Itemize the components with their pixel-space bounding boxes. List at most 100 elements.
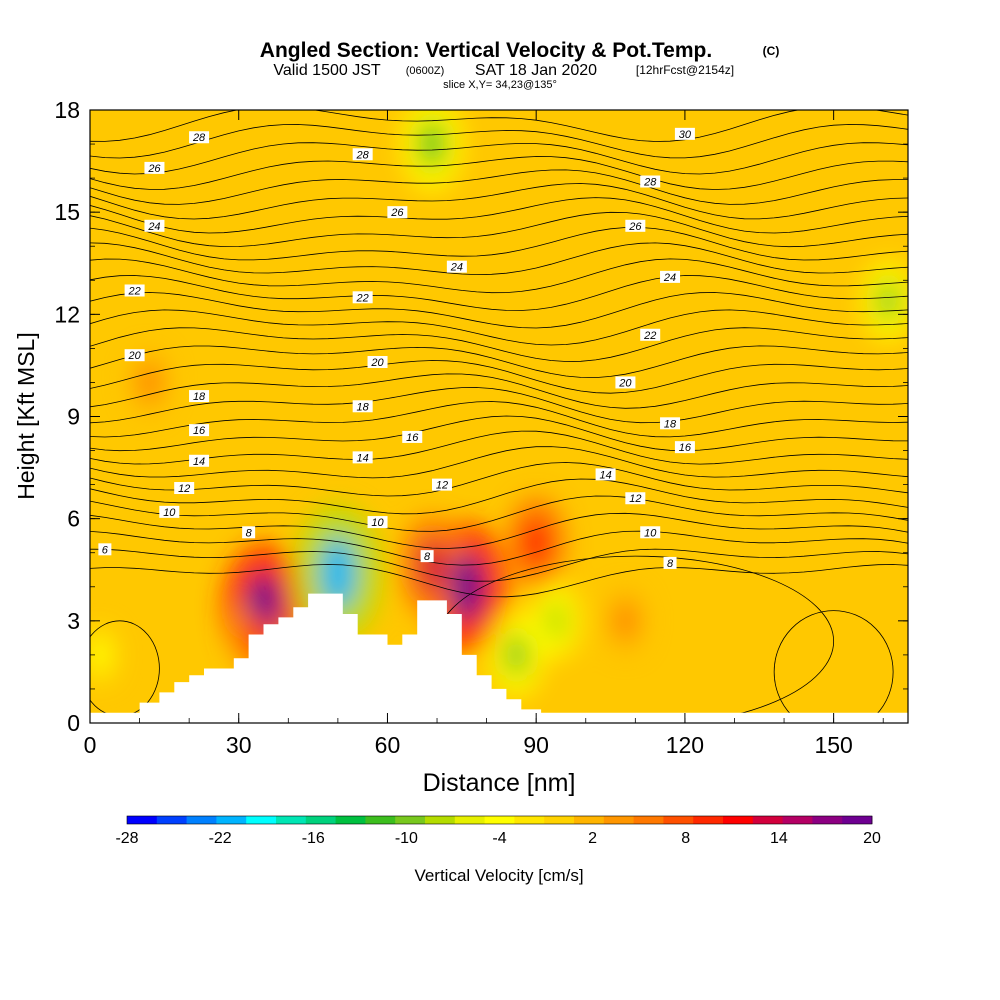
chart-title: Angled Section: Vertical Velocity & Pot.… xyxy=(260,39,712,62)
y-tick-label: 9 xyxy=(67,404,80,430)
colorbar-swatch xyxy=(246,816,277,824)
isotherm-label-bg xyxy=(625,219,646,232)
isotherm-label-text: 8 xyxy=(667,558,674,570)
isotherm-line xyxy=(90,530,908,566)
isotherm-label: 14 xyxy=(352,451,373,464)
colorbar-swatch xyxy=(127,816,158,824)
isotherm-closed-contour xyxy=(773,610,894,723)
isotherm-line xyxy=(90,387,908,424)
isotherm-label-text: 24 xyxy=(450,262,463,274)
isotherm-label: 28 xyxy=(352,148,373,161)
isotherm-label-bg xyxy=(124,284,145,297)
isotherm-line xyxy=(90,183,908,220)
isotherm-label-bg xyxy=(674,441,695,454)
y-tick-label: 18 xyxy=(54,97,80,123)
isotherm-label-bg xyxy=(352,400,373,413)
isotherm-label-bg xyxy=(446,260,467,273)
isotherm-line xyxy=(90,211,908,248)
isotherm-line xyxy=(90,309,908,346)
colorbar-swatch xyxy=(276,816,307,824)
y-tick-label: 3 xyxy=(67,608,80,634)
colorbar-swatch xyxy=(842,816,873,824)
isotherm-label: 8 xyxy=(242,526,256,539)
isotherm-label-text: 6 xyxy=(102,544,109,556)
isotherm-label-bg xyxy=(402,430,423,443)
isotherm-label-bg xyxy=(98,543,112,556)
isotherm-label: 8 xyxy=(663,556,677,570)
x-tick-label: 30 xyxy=(226,732,252,758)
colorbar-swatch xyxy=(186,816,217,824)
colorbar-swatch xyxy=(782,816,813,824)
isotherm-label-bg xyxy=(189,454,210,467)
x-tick-label: 60 xyxy=(375,732,401,758)
isotherm-label-text: 16 xyxy=(406,432,419,444)
colorbar-tick-label: 14 xyxy=(770,830,788,847)
y-tick-label: 12 xyxy=(54,301,80,327)
isotherm-label-text: 10 xyxy=(371,517,384,529)
isotherm-line xyxy=(90,156,908,190)
isotherm-label-text: 10 xyxy=(163,507,176,519)
isotherm-line xyxy=(90,275,908,311)
isotherm-label-text: 18 xyxy=(664,418,677,430)
y-tick-label: 6 xyxy=(67,506,80,532)
isotherm-label-bg xyxy=(640,175,661,188)
isotherm-label-bg xyxy=(189,131,210,144)
isotherm-label: 16 xyxy=(402,430,423,444)
colorbar-tick-label: -16 xyxy=(302,830,325,847)
isotherm-label-bg xyxy=(387,206,408,219)
isotherm-label-text: 8 xyxy=(246,527,253,539)
isotherm-line xyxy=(90,292,908,329)
isotherm-label-bg xyxy=(352,451,373,464)
colorbar-swatch xyxy=(425,816,456,824)
isotherm-label: 10 xyxy=(640,526,661,539)
isotherm-label: 10 xyxy=(159,505,180,519)
isotherm-label: 14 xyxy=(189,454,210,468)
isotherm-label: 28 xyxy=(189,131,210,144)
colorbar-swatch xyxy=(633,816,664,824)
colorbar-swatch xyxy=(812,816,843,824)
y-tick-label: 15 xyxy=(54,199,80,225)
isotherm-label: 28 xyxy=(640,175,661,189)
isotherm-line xyxy=(90,258,908,294)
colorbar-swatch xyxy=(484,816,515,824)
colorbar-swatch xyxy=(365,816,396,824)
isotherm-label: 20 xyxy=(615,376,636,389)
isotherm-label-bg xyxy=(660,417,681,430)
isotherm-label-bg xyxy=(640,526,661,539)
isotherm-label-text: 22 xyxy=(356,292,369,304)
colorbar-swatch xyxy=(216,816,247,824)
isotherm-line xyxy=(90,197,908,234)
isotherm-label-bg xyxy=(431,478,452,491)
isotherm-line xyxy=(90,548,908,582)
isotherm-label-bg xyxy=(595,468,616,481)
slice-info: slice X,Y= 34,23@135° xyxy=(443,79,557,91)
isotherm-line xyxy=(90,373,908,409)
isotherm-label-text: 28 xyxy=(356,149,370,161)
isotherm-label-bg xyxy=(367,516,388,529)
isotherm-label-text: 18 xyxy=(357,401,370,413)
isotherm-label: 18 xyxy=(189,390,210,403)
isotherm-label-bg xyxy=(189,390,210,403)
colorbar-swatch xyxy=(574,816,605,824)
velocity-core xyxy=(545,601,567,641)
y-axis-label: Height [Kft MSL] xyxy=(13,332,39,499)
isotherm-label-text: 10 xyxy=(644,527,657,539)
isotherm-label: 30 xyxy=(674,127,695,141)
x-tick-label: 0 xyxy=(84,732,97,758)
isotherm-label: 12 xyxy=(625,492,646,505)
isotherm-label-text: 26 xyxy=(147,163,161,175)
colorbar-swatch xyxy=(603,816,634,824)
velocity-core xyxy=(616,603,635,639)
colorbar-tick-label: -4 xyxy=(492,830,506,847)
isotherm-label: 20 xyxy=(124,349,145,362)
isotherm-label: 8 xyxy=(420,550,434,563)
colorbar-swatch xyxy=(752,816,783,824)
colorbar-swatch xyxy=(663,816,694,824)
isotherm-label: 24 xyxy=(144,219,165,233)
isotherm-label: 26 xyxy=(625,219,646,233)
isotherm-label: 10 xyxy=(367,516,388,529)
isotherm-label-bg xyxy=(663,556,677,569)
